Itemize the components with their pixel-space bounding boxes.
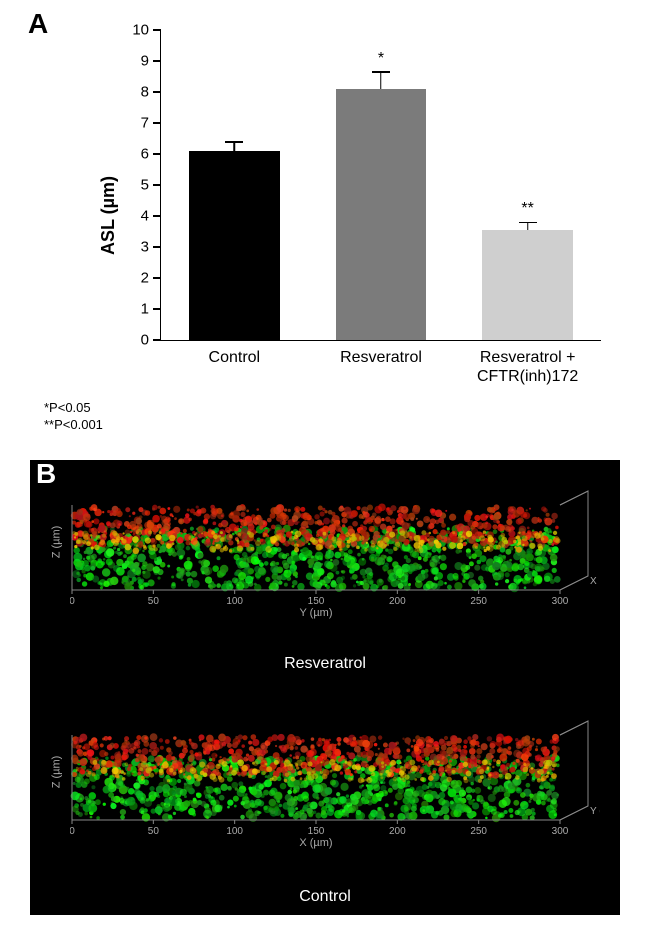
panel-a-label: A — [28, 8, 48, 40]
micrograph-control: 050100150200250300X (µm)0102030Y (µm)Z (… — [70, 715, 600, 850]
y-tick — [153, 29, 161, 31]
p-note-2: **P<0.001 — [44, 417, 103, 434]
y-tick — [153, 122, 161, 124]
z-axis-label: Z (µm) — [50, 755, 62, 788]
y-tick — [153, 277, 161, 279]
svg-text:200: 200 — [389, 596, 406, 607]
y-axis-label: ASL (µm) — [98, 176, 119, 255]
micrograph-svg: 050100150200250300Y (µm)0102030X (µm) — [70, 485, 600, 620]
y-tick-label: 8 — [141, 84, 149, 101]
svg-text:150: 150 — [308, 596, 325, 607]
chart-plot-area: 012345678910Control*Resveratrol**Resvera… — [160, 30, 601, 341]
svg-text:50: 50 — [148, 596, 160, 607]
y-tick — [153, 215, 161, 217]
y-tick — [153, 153, 161, 155]
panel-b-label: B — [30, 458, 62, 490]
y-tick — [153, 184, 161, 186]
y-tick-label: 4 — [141, 208, 149, 225]
y-tick — [153, 246, 161, 248]
micrograph-svg: 050100150200250300X (µm)0102030Y (µm) — [70, 715, 600, 850]
y-tick-label: 3 — [141, 239, 149, 256]
svg-text:X (µm): X (µm) — [590, 576, 600, 587]
figure-root: A ASL (µm) 0 1 2 3 4 5 6 7 8 9 10 Control * Resveratr… — [0, 0, 653, 931]
significance-marker: * — [378, 50, 384, 68]
x-category-label: Control — [164, 348, 304, 367]
svg-text:100: 100 — [226, 826, 243, 837]
y-tick-label: 5 — [141, 177, 149, 194]
z-axis-label: Z (µm) — [50, 525, 62, 558]
p-value-notes: *P<0.05 **P<0.001 — [44, 400, 103, 434]
micrograph-caption-resveratrol: Resveratrol — [284, 655, 366, 673]
x-category-label: Resveratrol — [311, 348, 451, 367]
svg-text:50: 50 — [148, 826, 160, 837]
y-tick-label: 7 — [141, 115, 149, 132]
bar — [189, 151, 280, 340]
svg-text:300: 300 — [552, 826, 569, 837]
svg-text:X (µm): X (µm) — [299, 837, 332, 849]
svg-text:Y (µm): Y (µm) — [299, 607, 332, 619]
y-tick-label: 1 — [141, 301, 149, 318]
svg-text:100: 100 — [226, 596, 243, 607]
svg-text:Y (µm): Y (µm) — [590, 806, 600, 817]
svg-text:0: 0 — [70, 826, 75, 837]
y-tick-label: 9 — [141, 53, 149, 70]
y-tick-label: 2 — [141, 270, 149, 287]
y-tick — [153, 339, 161, 341]
svg-text:150: 150 — [308, 826, 325, 837]
y-tick — [153, 91, 161, 93]
svg-text:0: 0 — [70, 596, 75, 607]
x-category-label: Resveratrol + CFTR(inh)172 — [458, 348, 598, 386]
panel-b-container: 050100150200250300Y (µm)0102030X (µm)Z (… — [30, 460, 620, 915]
svg-text:300: 300 — [552, 596, 569, 607]
panel-a-chart: ASL (µm) 0 1 2 3 4 5 6 7 8 9 10 Control * Resveratrol… — [100, 20, 620, 390]
svg-text:200: 200 — [389, 826, 406, 837]
bar: * — [336, 89, 427, 340]
y-tick — [153, 308, 161, 310]
significance-marker: ** — [521, 200, 533, 218]
y-tick-label: 10 — [132, 22, 149, 39]
y-tick-label: 6 — [141, 146, 149, 163]
y-tick-label: 0 — [141, 332, 149, 349]
y-tick — [153, 60, 161, 62]
svg-text:250: 250 — [470, 596, 487, 607]
micrograph-resveratrol: 050100150200250300Y (µm)0102030X (µm)Z (… — [70, 485, 600, 620]
svg-text:250: 250 — [470, 826, 487, 837]
bar: ** — [482, 230, 573, 340]
p-note-1: *P<0.05 — [44, 400, 103, 417]
micrograph-caption-control: Control — [299, 888, 351, 906]
